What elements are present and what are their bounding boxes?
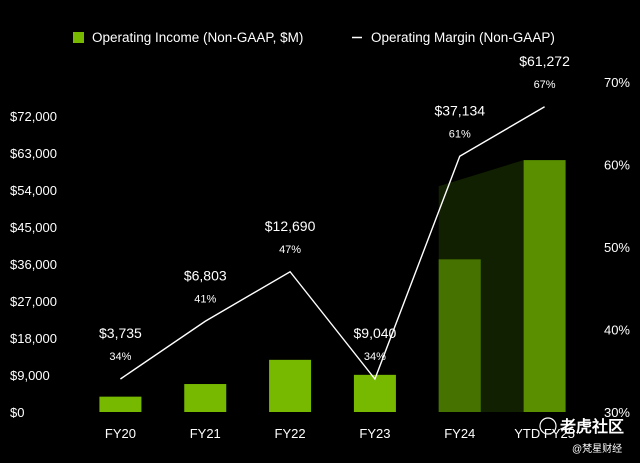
margin-line — [120, 106, 545, 381]
x-tick-label: FY24 — [444, 426, 475, 441]
margin-value-label: 41% — [194, 293, 216, 305]
margin-value-label: 61% — [449, 128, 471, 140]
x-tick-label: FY21 — [190, 426, 221, 441]
tiger-logo-icon — [539, 417, 557, 435]
legend-bar-label: Operating Income (Non-GAAP, $M) — [92, 30, 303, 45]
margin-series-line — [120, 106, 545, 381]
bar — [269, 359, 312, 412]
bar — [99, 396, 142, 412]
bar-value-label: $6,803 — [184, 267, 227, 283]
margin-value-label: 67% — [534, 79, 556, 91]
x-axis: FY20 FY21 FY22 FY23 FY24 YTD FY25 — [105, 426, 575, 441]
y-left-tick-label: $54,000 — [10, 183, 57, 198]
bar — [184, 384, 227, 412]
y-right-tick-label: 70% — [604, 75, 630, 90]
y-left-tick-label: $36,000 — [10, 257, 57, 272]
margin-value-label: 47% — [279, 244, 301, 256]
y-left-tick-label: $72,000 — [10, 109, 57, 124]
margin-value-label: 34% — [109, 351, 131, 363]
y-left-tick-label: $9,000 — [10, 368, 50, 383]
y-right-tick-label: 50% — [604, 240, 630, 255]
x-tick-label: FY23 — [359, 426, 390, 441]
bar-value-label: $12,690 — [265, 218, 316, 234]
bar — [353, 374, 396, 412]
y-right-tick-label: 60% — [604, 158, 630, 173]
watermark-sub: @梵星财经 — [572, 442, 622, 455]
margin-value-label: 34% — [364, 351, 386, 363]
legend-line-label: Operating Margin (Non-GAAP) — [371, 30, 555, 45]
y-left-tick-label: $45,000 — [10, 220, 57, 235]
margin-labels: 34% 41% 47% 34% 61% 67% — [109, 79, 555, 363]
y-left-tick-label: $63,000 — [10, 146, 57, 161]
left-axis: $0 $9,000 $18,000 $27,000 $36,000 $45,000 $54,… — [10, 109, 57, 420]
bar-value-label: $3,735 — [99, 325, 142, 341]
right-axis: 30% 40% 50% 60% 70% — [604, 75, 630, 420]
y-right-tick-label: 30% — [604, 405, 630, 420]
bar-value-label: $9,040 — [354, 325, 397, 341]
watermark: 老虎社区 @梵星财经 — [539, 417, 624, 455]
bar-value-label: $37,134 — [434, 102, 485, 118]
y-left-tick-label: $0 — [10, 405, 24, 420]
bars — [99, 160, 566, 412]
watermark-text: 老虎社区 — [559, 417, 624, 436]
y-left-tick-label: $27,000 — [10, 294, 57, 309]
legend: Operating Income (Non-GAAP, $M) Operatin… — [73, 30, 555, 45]
y-left-tick-label: $18,000 — [10, 331, 57, 346]
y-right-tick-label: 40% — [604, 323, 630, 338]
trend-band — [438, 160, 524, 412]
bar-value-label: $61,272 — [519, 53, 570, 69]
x-tick-label: FY22 — [275, 426, 306, 441]
bar — [523, 160, 566, 412]
bar-labels: $3,735 $6,803 $12,690 $9,040 $37,134 $61,272 — [99, 53, 570, 341]
legend-bar-swatch — [73, 32, 84, 43]
x-tick-label: FY20 — [105, 426, 136, 441]
